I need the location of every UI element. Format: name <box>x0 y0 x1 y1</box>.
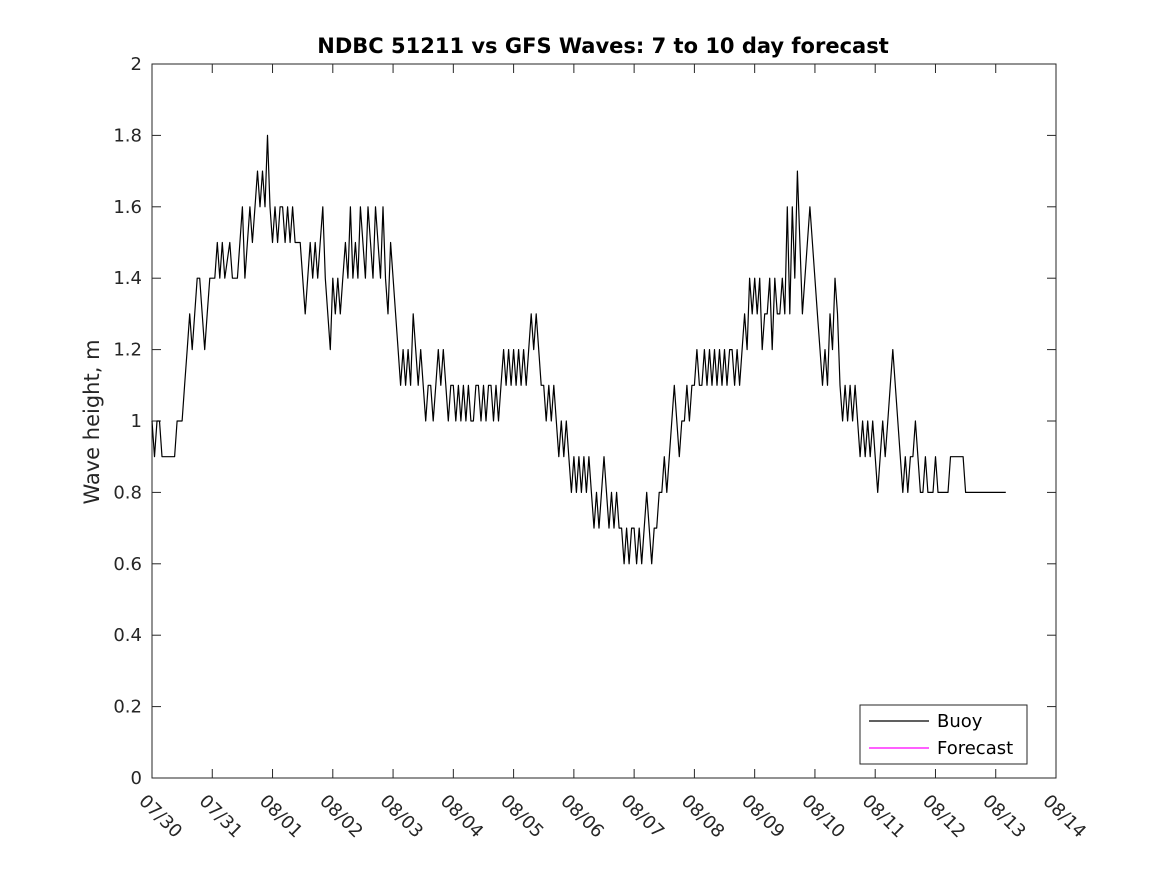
y-tick-label: 1.8 <box>113 125 142 146</box>
legend-label-buoy: Buoy <box>937 711 983 732</box>
chart-title: NDBC 51211 vs GFS Waves: 7 to 10 day for… <box>317 34 888 58</box>
y-tick-label: 0.4 <box>113 625 142 646</box>
y-tick-label: 0.6 <box>113 554 142 575</box>
legend: Buoy Forecast <box>859 704 1028 765</box>
series-line-buoy <box>151 134 1006 565</box>
y-tick-label: 0 <box>131 768 142 789</box>
y-tick-label: 0.8 <box>113 482 142 503</box>
y-tick-label: 0.2 <box>113 697 142 718</box>
legend-label-forecast: Forecast <box>937 738 1013 759</box>
y-tick-label: 1.4 <box>113 268 142 289</box>
y-tick-label: 1.2 <box>113 340 142 361</box>
legend-box <box>859 704 1028 765</box>
y-tick-label: 1.6 <box>113 197 142 218</box>
y-tick-label: 1 <box>131 411 142 432</box>
y-tick-label: 2 <box>131 54 142 75</box>
y-axis-label: Wave height, m <box>80 339 104 504</box>
